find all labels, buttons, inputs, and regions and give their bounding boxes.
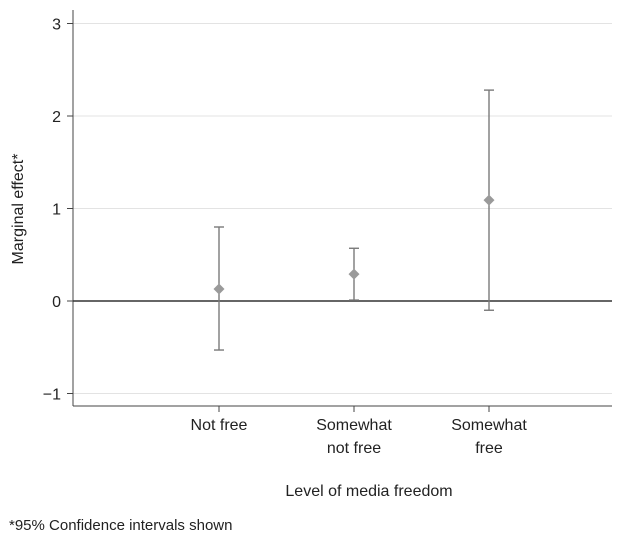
- point-estimate-marker: [483, 194, 495, 206]
- y-axis-ticks: −1 0 1 2 3: [43, 17, 73, 404]
- y-tick-label: 1: [52, 202, 61, 219]
- data-point-group: [348, 247, 360, 301]
- data-marks: [213, 89, 495, 351]
- x-axis-title: Level of media freedom: [285, 483, 452, 500]
- data-point-group: [213, 226, 225, 351]
- y-axis-title: Marginal effect*: [10, 154, 27, 265]
- point-estimate-marker: [348, 268, 360, 280]
- y-tick-label: 0: [52, 294, 61, 311]
- x-tick-label: Somewhat free: [451, 417, 527, 457]
- x-tick-label: Not free: [191, 417, 248, 434]
- x-tick-label: Somewhat not free: [316, 417, 392, 457]
- data-point-group: [483, 89, 495, 311]
- y-tick-label: −1: [43, 387, 61, 404]
- y-tick-label: 3: [52, 17, 61, 34]
- gridlines: [73, 23, 612, 394]
- x-axis-ticks: Not free Somewhat not free Somewhat free: [191, 406, 527, 457]
- footnote: *95% Confidence intervals shown: [9, 517, 232, 534]
- point-estimate-marker: [213, 283, 225, 295]
- y-tick-label: 2: [52, 109, 61, 126]
